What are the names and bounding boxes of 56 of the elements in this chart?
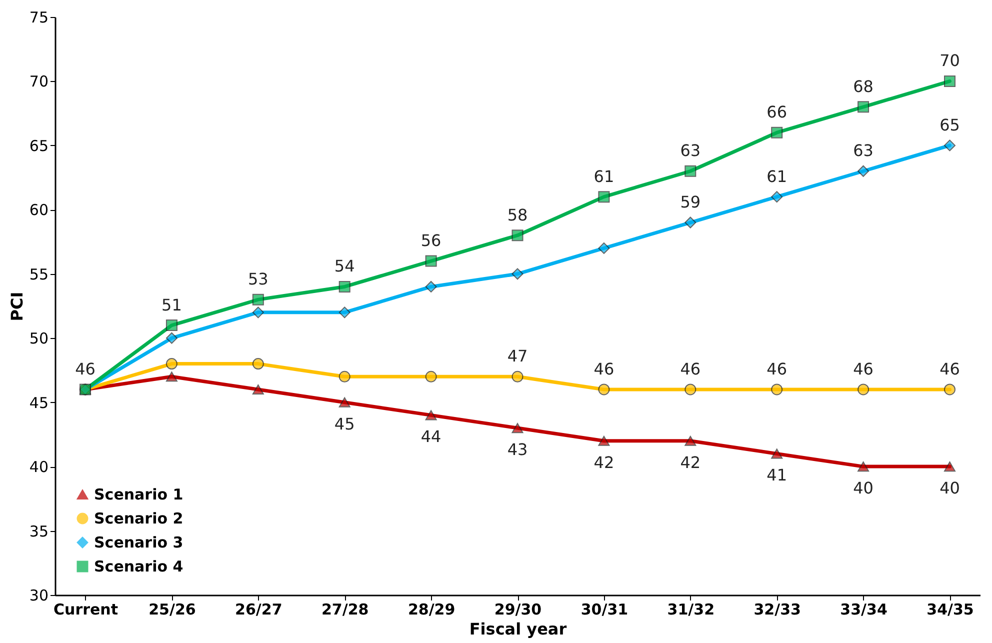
data-label: 59 <box>680 192 701 212</box>
legend-label: Scenario 2 <box>94 510 184 528</box>
data-label: 40 <box>853 478 874 498</box>
data-label: 45 <box>334 414 355 434</box>
data-label: 42 <box>680 452 701 472</box>
data-label: 44 <box>420 427 442 446</box>
x-tick-label: 32/33 <box>754 600 801 618</box>
y-tick-label: 30 <box>29 586 48 604</box>
x-axis-title: Fiscal year <box>469 620 567 638</box>
data-label: 46 <box>940 359 960 378</box>
y-axis-title: PCI <box>7 292 26 322</box>
y-tick-label: 60 <box>29 201 48 220</box>
data-label: 63 <box>853 141 874 160</box>
data-label: 46 <box>853 359 874 378</box>
x-tick-label: Current <box>54 600 118 618</box>
x-tick-label: 27/28 <box>321 600 369 618</box>
data-label: 46 <box>680 359 701 378</box>
y-tick-label: 55 <box>29 265 48 284</box>
y-tick-label: 65 <box>29 136 48 155</box>
data-label: 46 <box>594 359 614 378</box>
data-label: 46 <box>75 359 96 378</box>
data-label: 58 <box>507 205 528 224</box>
data-label: 68 <box>853 76 874 96</box>
legend-label: Scenario 1 <box>94 486 184 504</box>
data-label: 46 <box>766 359 788 378</box>
x-tick-label: 29/30 <box>494 600 542 618</box>
data-label: 54 <box>334 256 355 276</box>
x-tick-label: 25/26 <box>148 600 196 618</box>
y-tick-label: 40 <box>29 458 48 476</box>
data-label: 70 <box>940 51 960 70</box>
data-label: 42 <box>594 452 614 472</box>
data-label: 53 <box>248 270 268 289</box>
y-tick-label: 45 <box>29 394 48 412</box>
x-tick-label: 30/31 <box>580 600 628 618</box>
data-label: 47 <box>507 346 528 366</box>
data-label: 63 <box>680 141 701 160</box>
data-label: 66 <box>766 102 788 122</box>
x-tick-label: 31/32 <box>667 600 715 618</box>
y-tick-label: 50 <box>29 330 48 348</box>
data-label: 61 <box>766 166 788 186</box>
legend-label: Scenario 4 <box>94 558 184 576</box>
y-tick-label: 70 <box>29 72 48 91</box>
legend-label: Scenario 3 <box>94 534 184 552</box>
data-label: 51 <box>162 295 182 314</box>
x-tick-label: 34/35 <box>926 600 974 618</box>
data-label: 41 <box>766 466 788 485</box>
x-tick-label: 26/27 <box>235 600 282 618</box>
x-tick-label: 28/29 <box>408 600 456 618</box>
data-label: 40 <box>940 478 960 498</box>
data-label: 65 <box>940 115 960 134</box>
data-label: 43 <box>507 440 528 460</box>
y-tick-label: 75 <box>29 8 48 26</box>
x-tick-label: 33/34 <box>840 600 888 618</box>
y-tick-label: 35 <box>29 522 48 540</box>
data-label: 56 <box>420 231 442 250</box>
data-label: 61 <box>594 166 614 186</box>
